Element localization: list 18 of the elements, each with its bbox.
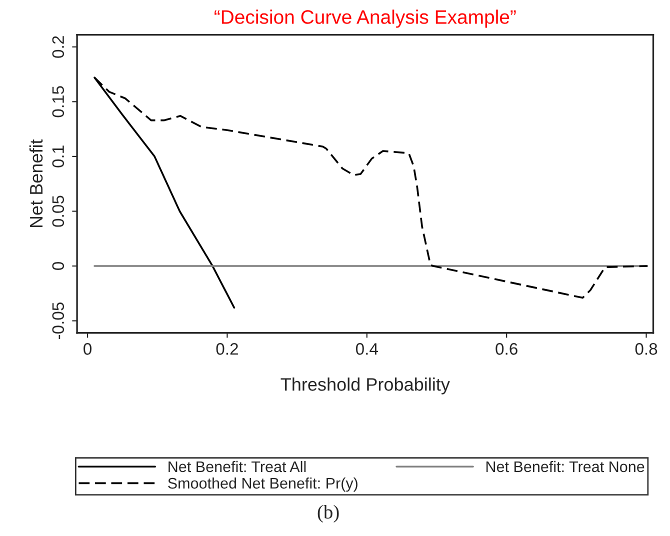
x-tick-label: 0.6 — [496, 343, 518, 355]
x-tick-label: 0.4 — [356, 343, 378, 355]
legend-label: Net Benefit: Treat All — [168, 460, 306, 472]
y-tick-label: 0.05 — [52, 196, 64, 227]
x-tick-label: 0 — [84, 343, 92, 355]
y-tick-label: 0 — [52, 262, 64, 270]
x-axis-title: Threshold Probability — [280, 378, 450, 394]
chart-title: “Decision Curve Analysis Example” — [214, 10, 516, 28]
y-tick-label: -0.05 — [52, 302, 64, 340]
y-tick-label: 0.2 — [52, 36, 64, 58]
x-tick-label: 0.8 — [635, 343, 658, 355]
legend-label: Smoothed Net Benefit: Pr(y) — [168, 477, 358, 492]
x-tick-label: 0.2 — [216, 343, 238, 355]
text: (b) — [318, 504, 339, 523]
legend-label: Net Benefit: Treat None — [486, 460, 644, 472]
y-tick-label: 0.1 — [52, 146, 64, 168]
y-tick-label: 0.15 — [52, 86, 64, 118]
y-axis-title: Net Benefit — [29, 139, 43, 228]
